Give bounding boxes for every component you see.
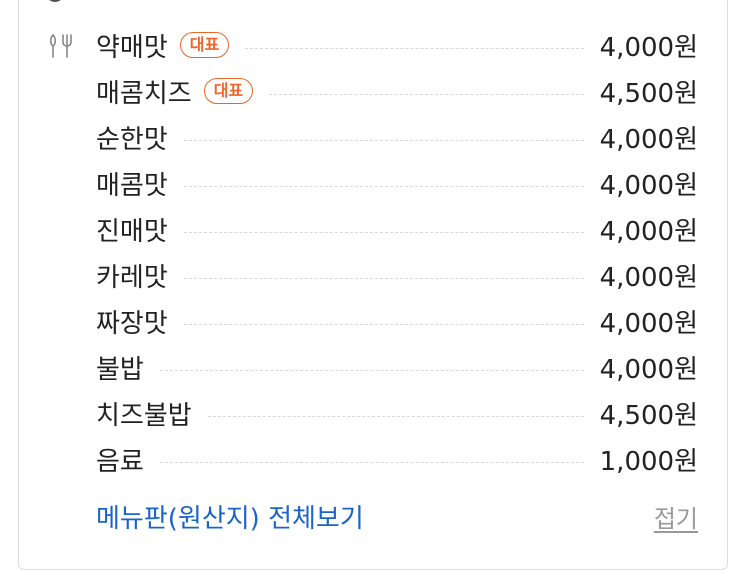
collapse-link[interactable]: 접기 [653, 505, 698, 533]
signature-badge: 대표 [179, 32, 230, 58]
menu-item-price: 1,000원 [599, 446, 698, 477]
menu-item-name: 음료 [96, 446, 144, 477]
full-menu-link[interactable]: 메뉴판(원산지) 전체보기 [96, 504, 364, 534]
dotted-leader [183, 323, 584, 325]
dotted-leader [183, 185, 584, 187]
dotted-leader [159, 369, 584, 371]
menu-item[interactable]: 카레맛 4,000원 [96, 252, 698, 298]
dotted-leader [183, 231, 584, 233]
menu-item-price: 4,000원 [599, 354, 698, 385]
menu-item-price: 4,000원 [599, 262, 698, 293]
menu-item[interactable]: 불밥 4,000원 [96, 344, 698, 390]
menu-footer: 메뉴판(원산지) 전체보기 접기 [96, 498, 698, 535]
menu-item-price: 4,000원 [599, 170, 698, 201]
menu-item-price: 4,000원 [599, 32, 698, 63]
menu-item-name: 불밥 [96, 354, 144, 385]
menu-item[interactable]: 짜장맛 4,000원 [96, 298, 698, 344]
menu-item[interactable]: 음료 1,000원 [96, 436, 698, 482]
menu-item-name: 치즈불밥 [96, 400, 192, 431]
menu-item-name: 짜장맛 [96, 308, 168, 339]
menu-item-price: 4,500원 [599, 78, 698, 109]
menu-item[interactable]: 치즈불밥 4,500원 [96, 390, 698, 436]
menu-item[interactable]: 진매맛 4,000원 [96, 206, 698, 252]
menu-card [18, 0, 728, 570]
menu-item-name: 약매맛 [96, 32, 168, 63]
menu-list: 약매맛 대표 4,000원 매콤치즈 대표 4,500원 순한맛 4,000원 … [96, 22, 698, 482]
menu-item[interactable]: 매콤맛 4,000원 [96, 160, 698, 206]
menu-item-price: 4,500원 [599, 400, 698, 431]
menu-item-name: 카레맛 [96, 262, 168, 293]
dotted-leader [159, 461, 584, 463]
menu-item[interactable]: 매콤치즈 대표 4,500원 [96, 68, 698, 114]
menu-item-name: 진매맛 [96, 216, 168, 247]
menu-item-name: 순한맛 [96, 124, 168, 155]
menu-item-name: 매콤치즈 [96, 78, 192, 109]
menu-item-price: 4,000원 [599, 216, 698, 247]
dotted-leader [207, 415, 584, 417]
signature-badge: 대표 [203, 78, 254, 104]
menu-item[interactable]: 순한맛 4,000원 [96, 114, 698, 160]
dotted-leader [269, 93, 584, 95]
menu-item-price: 4,000원 [599, 308, 698, 339]
section-header-partial [46, 0, 64, 8]
dotted-leader [183, 139, 584, 141]
dotted-leader [183, 277, 584, 279]
section-icon [46, 0, 64, 2]
menu-item[interactable]: 약매맛 대표 4,000원 [96, 22, 698, 68]
menu-item-name: 매콤맛 [96, 170, 168, 201]
fork-knife-icon [49, 34, 72, 58]
dotted-leader [245, 47, 584, 49]
menu-item-price: 4,000원 [599, 124, 698, 155]
